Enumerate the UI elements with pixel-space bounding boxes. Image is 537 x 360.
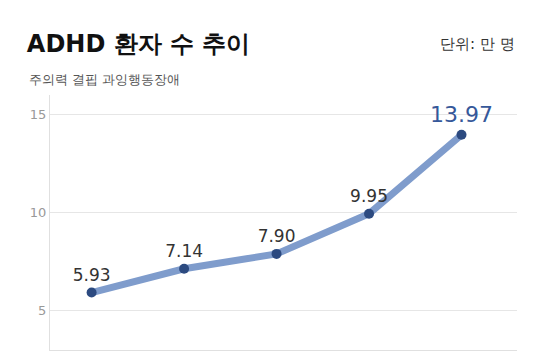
svg-text:15: 15 bbox=[30, 107, 47, 122]
svg-text:9.95: 9.95 bbox=[350, 186, 388, 206]
svg-text:10: 10 bbox=[30, 205, 47, 220]
svg-text:ADHD 환자 수 추이: ADHD 환자 수 추이 bbox=[27, 30, 251, 58]
svg-text:7.14: 7.14 bbox=[165, 241, 203, 261]
svg-text:5.93: 5.93 bbox=[73, 265, 111, 285]
svg-text:주의력 결핍 과잉행동장애: 주의력 결핍 과잉행동장애 bbox=[29, 72, 180, 87]
svg-text:7.90: 7.90 bbox=[258, 226, 296, 246]
svg-text:단위: 만 명: 단위: 만 명 bbox=[440, 35, 515, 53]
svg-text:5: 5 bbox=[38, 303, 46, 318]
svg-text:13.97: 13.97 bbox=[430, 102, 493, 127]
